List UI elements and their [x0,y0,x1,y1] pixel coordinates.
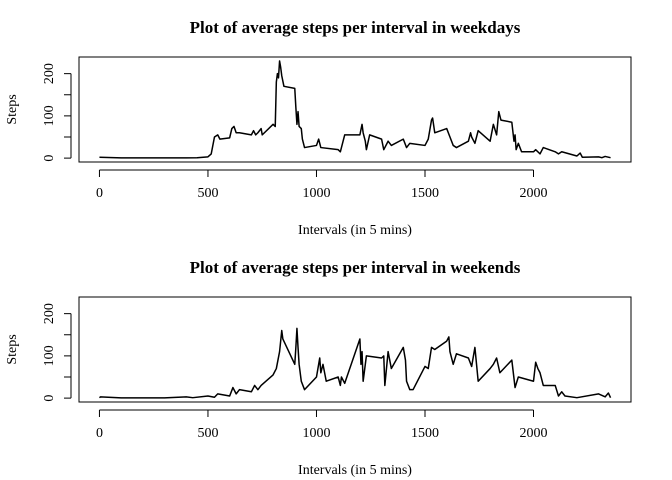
x-tick-label: 0 [96,426,103,441]
x-tick-label: 1500 [411,426,439,441]
y-tick-label: 100 [42,345,57,366]
data-line [99,60,611,159]
x-tick-label: 1000 [302,186,330,201]
y-axis-title: Steps [5,94,20,124]
chart-title: Plot of average steps per interval in we… [190,18,521,37]
x-axis-title: Intervals (in 5 mins) [298,223,412,238]
plot-frame [78,296,632,403]
y-tick-label: 0 [42,155,57,162]
y-tick-label: 200 [42,303,57,324]
x-tick-label: 1000 [302,426,330,441]
x-tick-label: 2000 [520,426,548,441]
y-tick-label: 0 [42,395,57,402]
y-axis-title: Steps [5,334,20,364]
plot-frame [78,56,632,163]
y-tick-label: 100 [42,105,57,126]
x-tick-label: 1500 [411,186,439,201]
data-line [98,327,612,399]
y-tick-label: 200 [42,63,57,84]
x-tick-label: 2000 [520,186,548,201]
x-tick-label: 500 [197,426,218,441]
chart-title: Plot of average steps per interval in we… [190,258,521,277]
x-tick-label: 500 [197,186,218,201]
x-axis-title: Intervals (in 5 mins) [298,463,412,478]
x-tick-label: 0 [96,186,103,201]
